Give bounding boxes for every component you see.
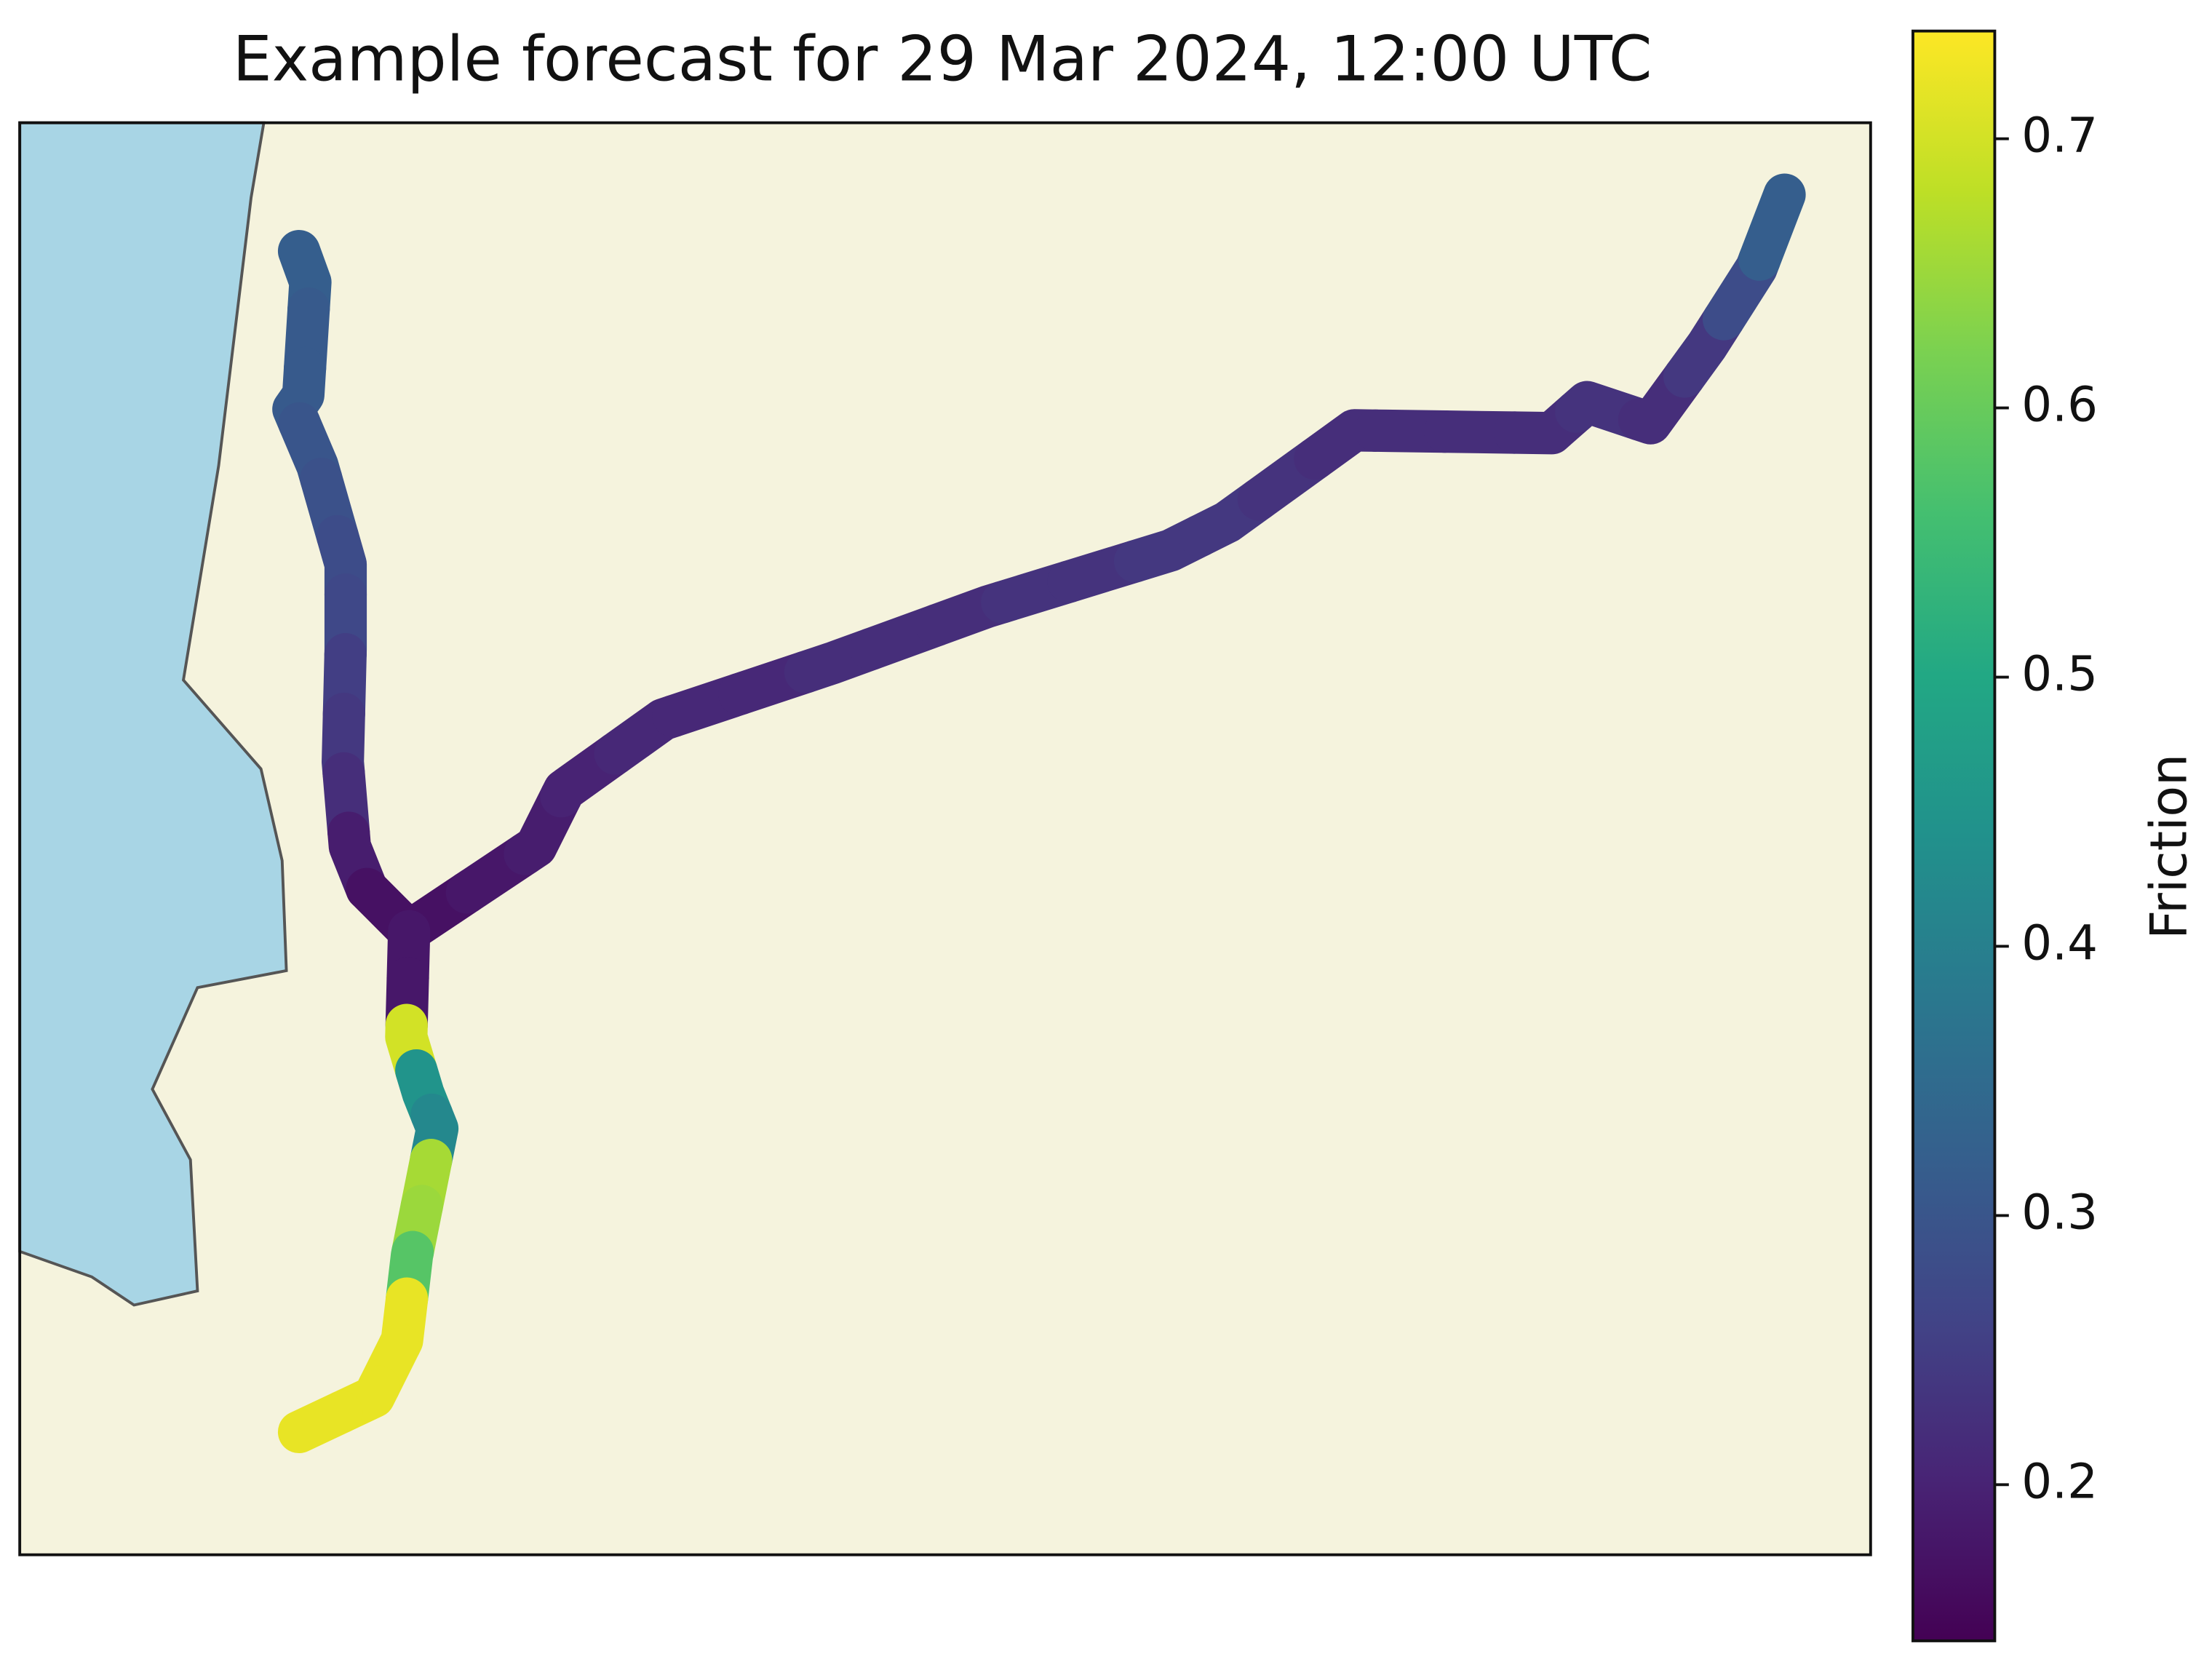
- colorbar: [1911, 29, 1997, 1642]
- chart-title: Example forecast for 29 Mar 2024, 12:00 …: [233, 24, 1652, 96]
- colorbar-tick-label: 0.3: [2021, 1184, 2098, 1240]
- route-point: [1738, 173, 1806, 281]
- colorbar-ticks: 0.2 0.3 0.4 0.5 0.6 0.7: [1994, 108, 2098, 1509]
- map-frame: [18, 121, 1872, 1556]
- colorbar-tick-label: 0.6: [2021, 377, 2098, 433]
- sea: [18, 121, 288, 1307]
- colorbar-tick-label: 0.4: [2021, 915, 2098, 971]
- colorbar-tick-label: 0.7: [2021, 108, 2098, 164]
- route-point: [277, 1391, 363, 1454]
- colorbar-tick-label: 0.2: [2021, 1453, 2098, 1509]
- colorbar-tick-label: 0.5: [2021, 646, 2098, 702]
- route: [272, 173, 1806, 1454]
- colorbar-label: Friction: [2140, 754, 2199, 939]
